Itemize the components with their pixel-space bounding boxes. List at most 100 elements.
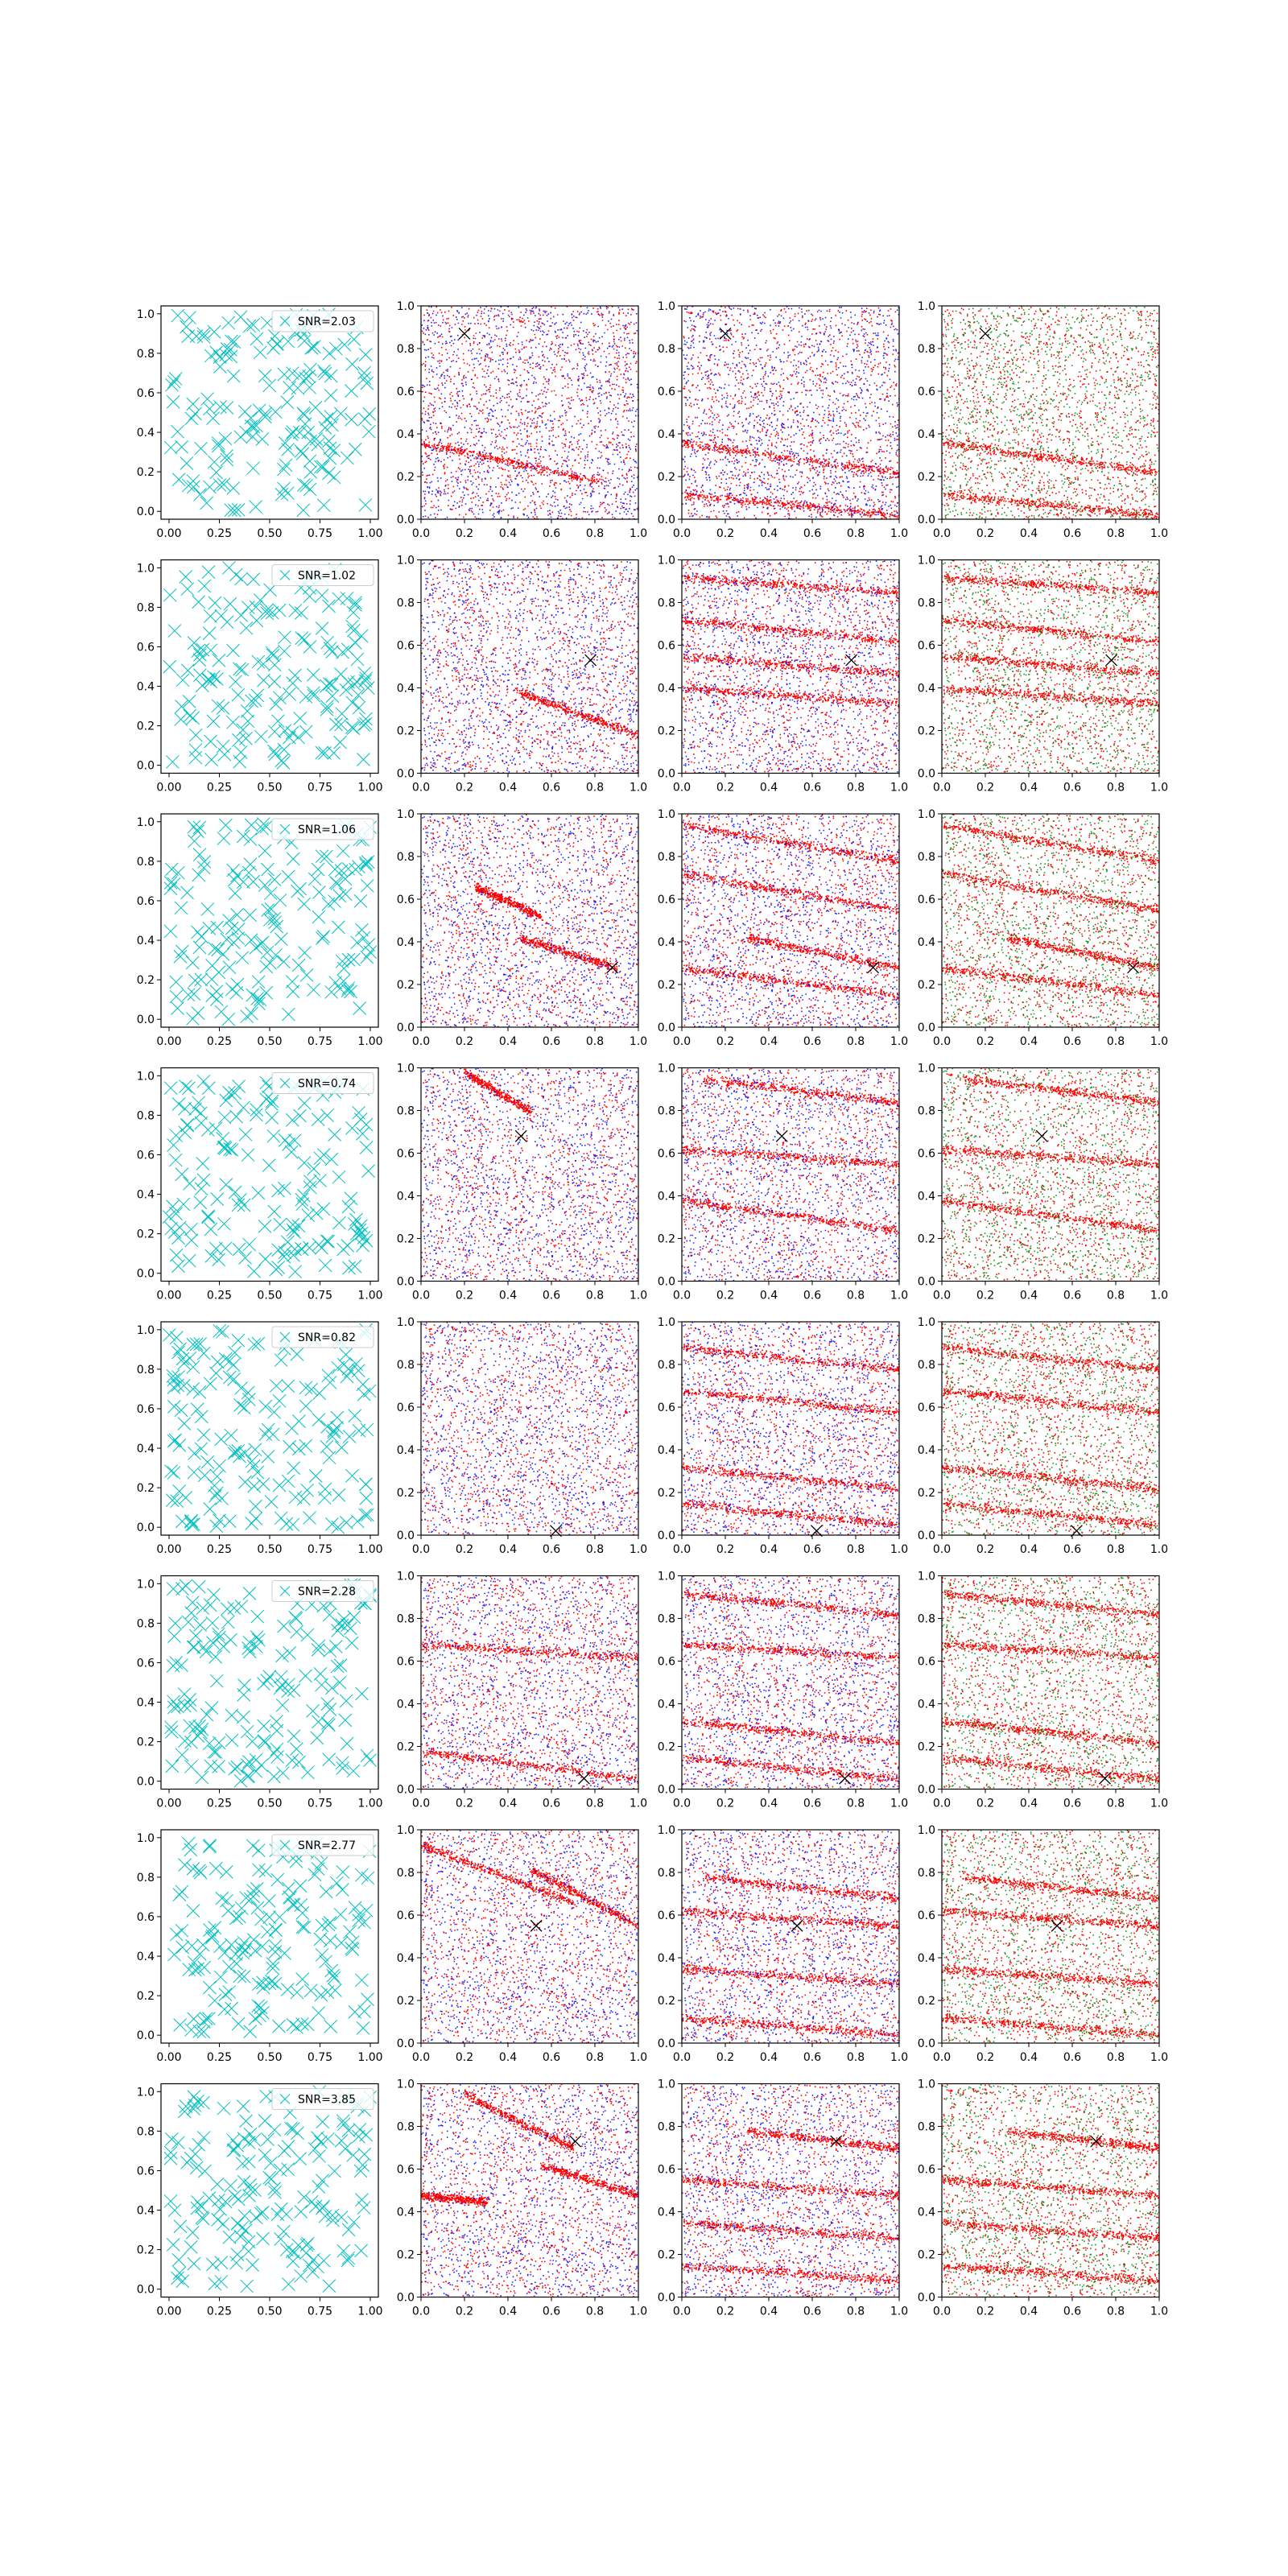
- cross-point: [296, 1973, 309, 1986]
- y-tick-label: 1.0: [137, 1832, 155, 1845]
- cross-point: [215, 609, 228, 622]
- cross-point: [360, 1141, 373, 1154]
- cross-point: [319, 1483, 332, 1496]
- x-tick-label: 0.00: [156, 527, 181, 540]
- y-tick-label: 0.4: [397, 1952, 415, 1965]
- cross-point: [189, 1629, 202, 1642]
- panel-r8-c1: SNR=3.850.00.20.40.60.81.00.00 0.25 0.50 0.…: [137, 2084, 383, 2318]
- cross-point: [262, 1895, 275, 1908]
- cross-point: [288, 2246, 301, 2259]
- y-tick-label: 1.0: [918, 300, 935, 313]
- cross-point: [217, 1217, 230, 1230]
- cross-point: [217, 2102, 230, 2115]
- cross-point: [257, 818, 270, 831]
- cross-point: [273, 1394, 286, 1407]
- cross-point: [299, 691, 312, 704]
- cross-point: [232, 688, 245, 701]
- cross-point: [273, 691, 286, 704]
- legend-label: SNR=2.28: [298, 1586, 356, 1599]
- y-tick-label: 0.4: [137, 1697, 155, 1710]
- cross-point: [241, 2280, 254, 2293]
- cross-point: [175, 1404, 188, 1417]
- cross-point: [233, 1243, 246, 1256]
- y-tick-label: 0.6: [658, 894, 675, 906]
- y-tick-label: 0.8: [658, 1867, 675, 1880]
- cross-point: [252, 655, 265, 668]
- y-tick-label: 0.6: [918, 2164, 935, 2177]
- cross-point: [232, 2017, 245, 2030]
- x-tick-label: 0.25: [207, 527, 232, 540]
- cross-point: [282, 1882, 295, 1895]
- x-tick-label: 0.8: [586, 1543, 604, 1556]
- cross-point: [170, 990, 183, 1003]
- cross-point: [167, 395, 180, 408]
- cross-point: [303, 2259, 316, 2272]
- cross-point: [247, 1885, 260, 1897]
- y-tick-label: 0.8: [658, 2121, 675, 2134]
- cross-point: [245, 411, 258, 424]
- cross-point: [357, 753, 369, 766]
- x-tick-label: 0.0: [673, 2306, 691, 2318]
- x-tick-label: 0.75: [308, 782, 332, 795]
- x-tick-label: 0.50: [257, 1035, 282, 1048]
- y-tick-label: 0.0: [137, 2284, 155, 2297]
- panel-r1-c2: 0.00.20.40.60.81.00.0 0.2 0.4 0.6 0.8 1.0: [397, 300, 647, 540]
- x-tick-label: 1.0: [630, 782, 647, 795]
- cross-point: [249, 1500, 262, 1513]
- y-tick-label: 1.0: [397, 1571, 415, 1583]
- x-tick-label: 1.0: [1150, 1035, 1168, 1048]
- cross-point: [257, 2232, 270, 2245]
- y-tick-label: 0.8: [137, 1364, 155, 1377]
- x-tick-label: 0.75: [308, 527, 332, 540]
- cross-point: [252, 997, 265, 1010]
- y-tick-label: 0.4: [397, 683, 415, 696]
- scatter-series-red: [421, 1830, 641, 2044]
- cross-point: [314, 1152, 327, 1165]
- cross-point: [245, 819, 258, 832]
- y-tick-label: 1.0: [918, 808, 935, 821]
- cross-point: [237, 876, 250, 889]
- x-tick-label: 0.0: [412, 1035, 430, 1048]
- y-tick-label: 0.6: [658, 1148, 675, 1161]
- cross-point: [266, 646, 279, 659]
- y-tick-label: 0.8: [397, 851, 415, 864]
- cross-point: [269, 406, 282, 419]
- cross-point: [214, 1971, 227, 1984]
- cross-point: [316, 1948, 328, 1961]
- cross-point: [316, 2116, 329, 2128]
- x-tick-label: 0.4: [760, 2051, 778, 2064]
- cross-point: [282, 1008, 295, 1021]
- panel-r5-c4: 0.00.20.40.60.81.00.0 0.2 0.4 0.6 0.8 1.0: [918, 1316, 1168, 1556]
- cross-point: [254, 730, 267, 743]
- cross-point: [308, 2142, 321, 2155]
- cross-point: [317, 499, 330, 512]
- x-tick-label: 1.0: [630, 1543, 647, 1556]
- x-tick-label: 1.00: [357, 1798, 382, 1810]
- cross-point: [261, 2133, 274, 2146]
- y-tick-label: 0.4: [137, 1951, 155, 1963]
- cross-point: [314, 1667, 327, 1680]
- cross-point: [312, 2181, 325, 2194]
- y-tick-label: 0.2: [137, 974, 155, 987]
- y-tick-label: 0.6: [137, 641, 155, 654]
- cross-point: [327, 1969, 340, 1982]
- cross-point: [295, 2269, 308, 2282]
- legend-label: SNR=2.77: [298, 1839, 356, 1852]
- x-tick-label: 0.8: [586, 1290, 604, 1302]
- cross-point: [361, 1423, 374, 1436]
- y-tick-label: 0.0: [397, 2037, 415, 2050]
- cross-point: [243, 320, 256, 332]
- cross-point: [307, 668, 320, 681]
- cross-point: [170, 1928, 183, 1941]
- axes-frame: [942, 2084, 1159, 2297]
- cross-point: [236, 663, 249, 676]
- cross-point: [270, 1379, 283, 1392]
- panel-r3-c2: 0.00.20.40.60.81.00.0 0.2 0.4 0.6 0.8 1.0: [397, 808, 647, 1048]
- x-tick-label: 0.6: [543, 2051, 560, 2064]
- cross-point: [225, 983, 238, 996]
- cross-point: [352, 688, 365, 701]
- y-tick-label: 0.0: [397, 514, 415, 526]
- y-tick-label: 0.4: [137, 935, 155, 947]
- cross-point: [213, 654, 225, 667]
- cross-point: [256, 936, 269, 949]
